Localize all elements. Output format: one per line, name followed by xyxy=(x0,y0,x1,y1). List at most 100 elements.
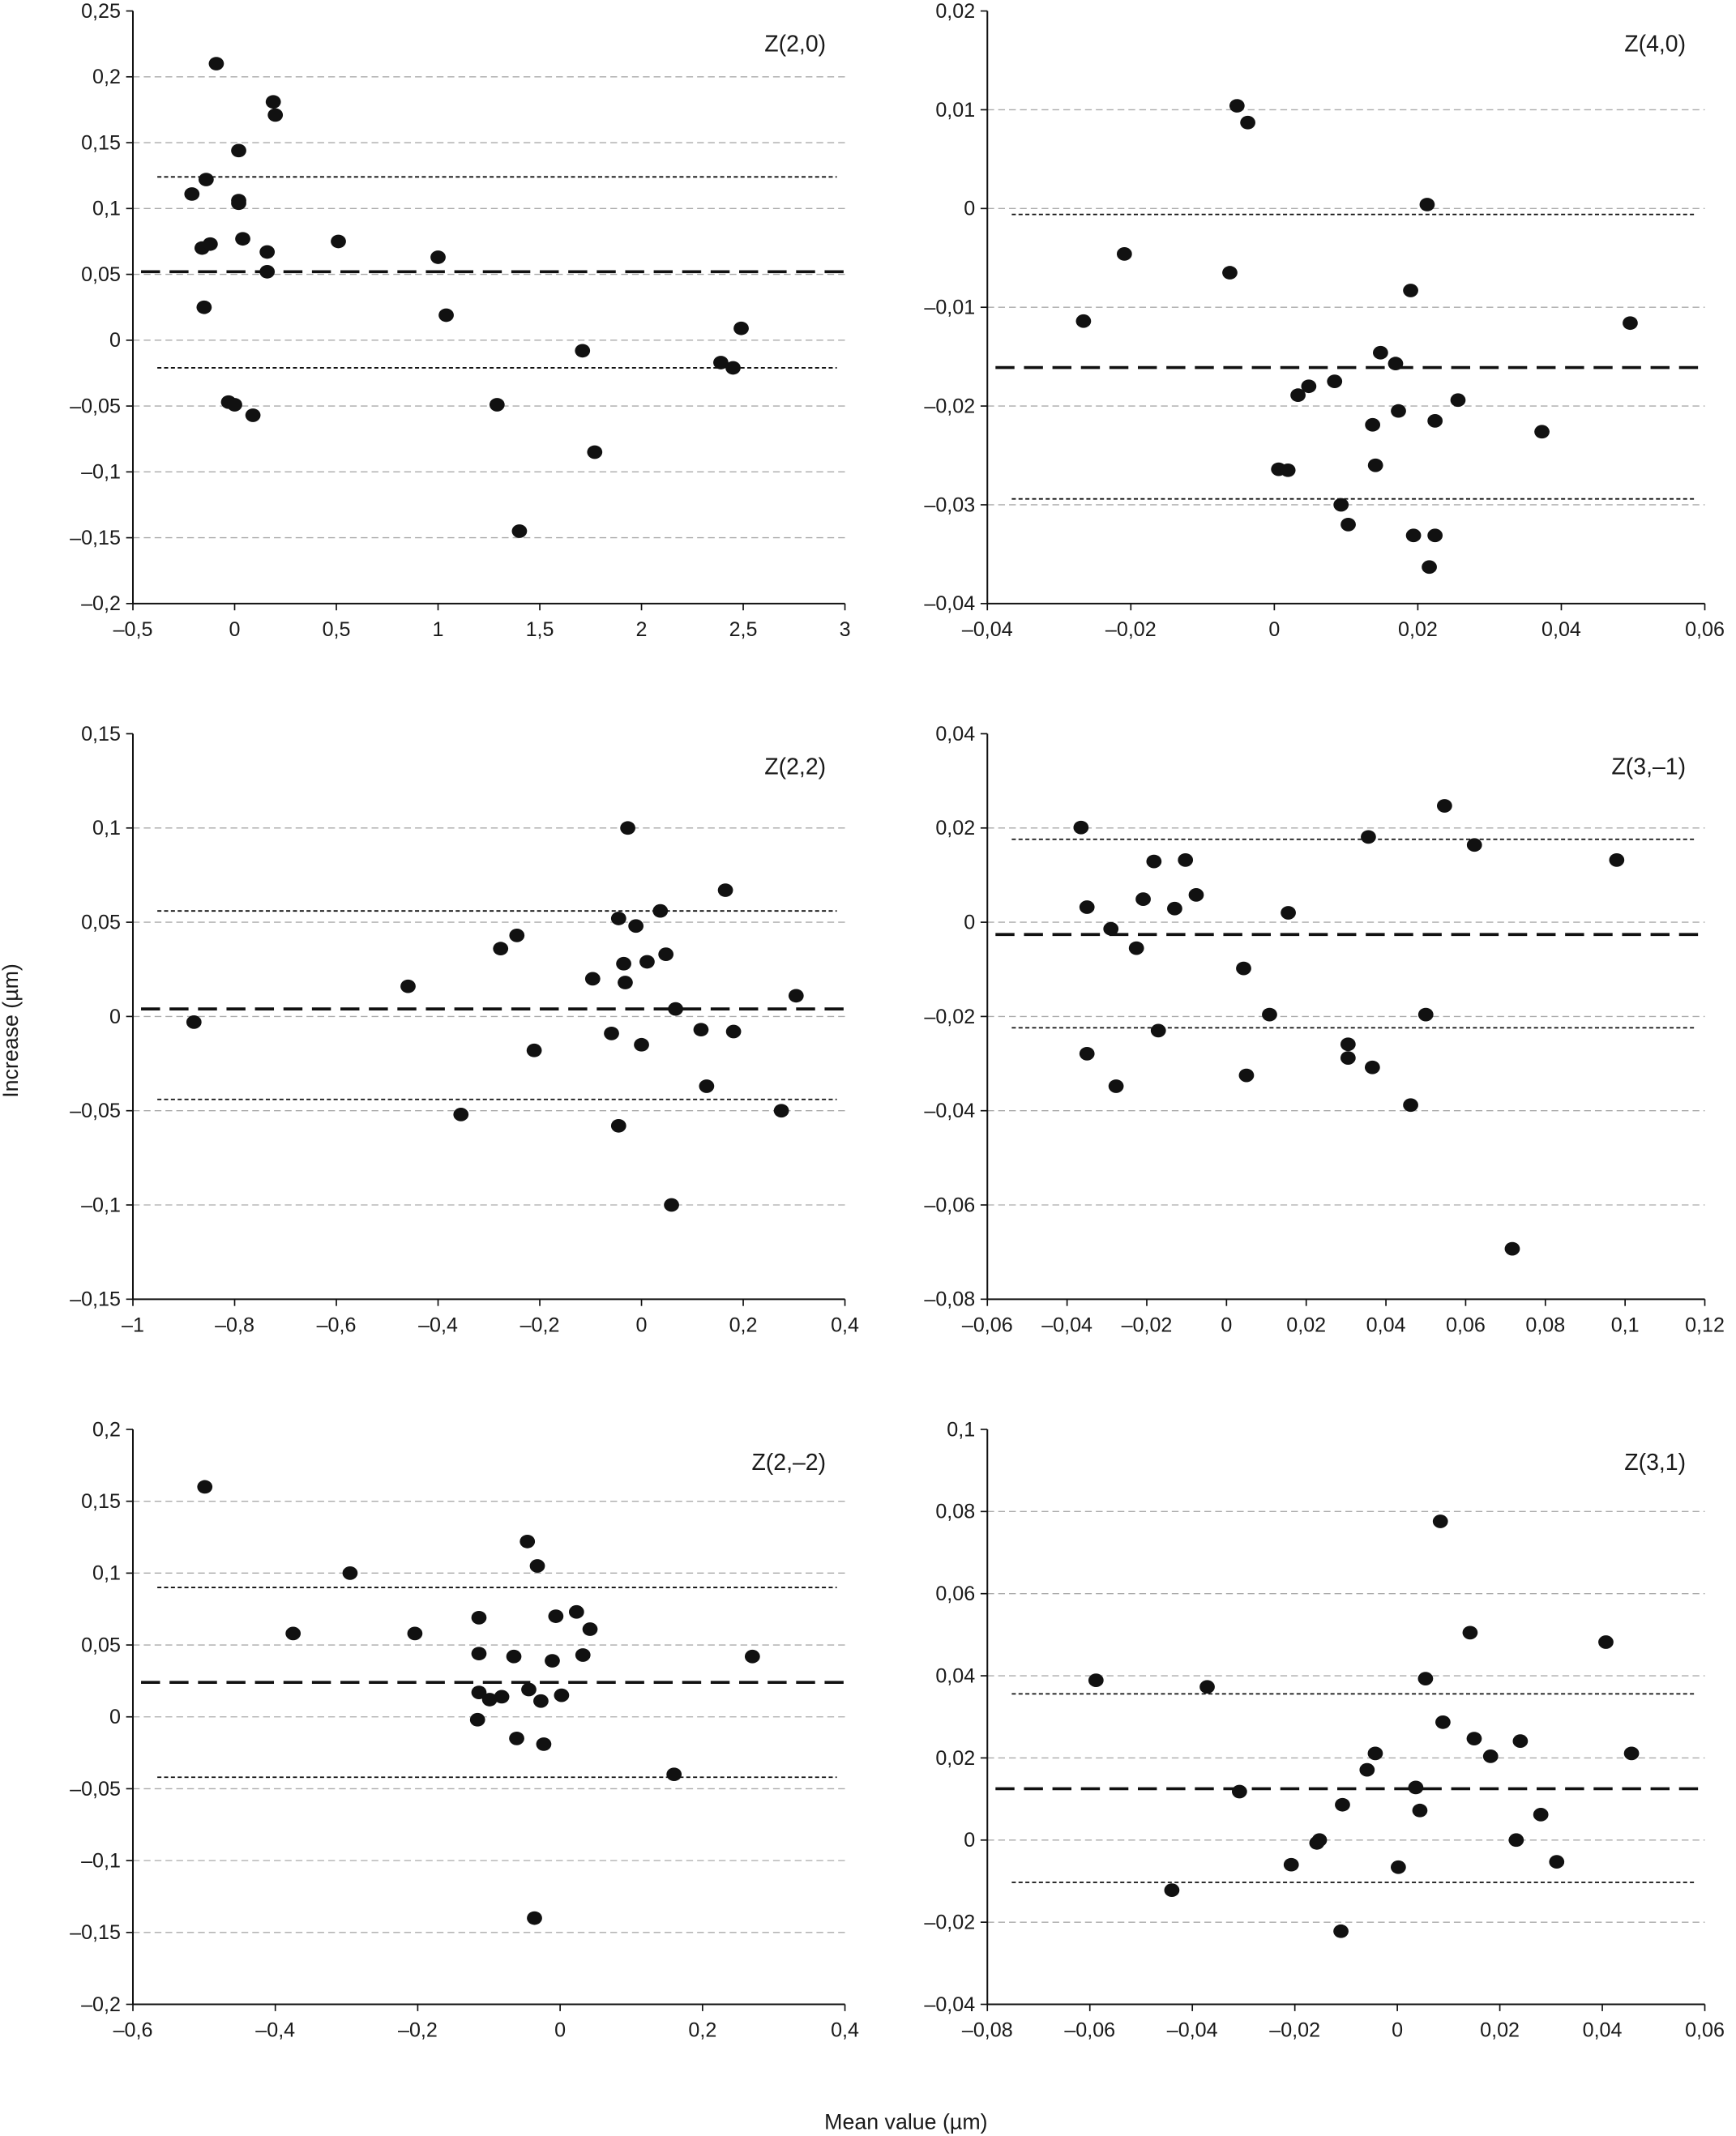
data-point xyxy=(494,1690,510,1704)
x-tick-label: 0,06 xyxy=(1685,618,1725,641)
y-tick-label: 0,02 xyxy=(935,0,975,23)
x-tick-label: 0,02 xyxy=(1398,618,1438,641)
x-tick-label: 0 xyxy=(1221,1314,1232,1336)
x-tick-label: –0,4 xyxy=(418,1314,458,1336)
data-point xyxy=(1432,1514,1448,1528)
data-point xyxy=(610,1118,626,1133)
y-tick-label: –0,04 xyxy=(924,592,975,615)
x-tick-label: –0,04 xyxy=(1041,1314,1092,1336)
panel-title: Z(3,1) xyxy=(1624,1450,1686,1476)
data-point xyxy=(1340,1051,1356,1065)
y-tick-label: –0,06 xyxy=(924,1194,975,1216)
data-point xyxy=(1311,1833,1328,1848)
x-tick-label: –1 xyxy=(122,1314,144,1336)
x-tick-label: 0 xyxy=(554,2019,566,2042)
data-point xyxy=(400,979,416,993)
y-tick-label: –0,02 xyxy=(924,395,975,417)
y-tick-label: 0,15 xyxy=(81,723,121,745)
data-point xyxy=(568,1604,584,1619)
data-point xyxy=(227,398,242,412)
data-point xyxy=(208,57,224,70)
data-point xyxy=(198,173,214,186)
data-point xyxy=(430,250,446,264)
data-point xyxy=(1412,1803,1428,1818)
data-point xyxy=(1116,247,1132,261)
data-point xyxy=(668,1002,683,1016)
data-point xyxy=(1408,1780,1424,1795)
x-tick-label: 1,5 xyxy=(526,618,554,641)
x-tick-label: 0,2 xyxy=(729,1314,758,1336)
data-point xyxy=(666,1767,682,1782)
data-point xyxy=(285,1626,301,1641)
data-point xyxy=(1533,1807,1549,1822)
data-point xyxy=(604,1026,619,1040)
y-axis-label: Increase (µm) xyxy=(0,963,23,1098)
data-point xyxy=(511,524,528,538)
data-point xyxy=(693,1023,709,1037)
data-point xyxy=(548,1609,564,1623)
data-point xyxy=(1222,266,1238,280)
data-point xyxy=(1361,830,1376,844)
y-tick-label: 0,15 xyxy=(81,1490,121,1513)
data-point xyxy=(471,1610,487,1625)
data-point xyxy=(1340,517,1356,532)
data-point xyxy=(527,1911,542,1925)
data-point xyxy=(536,1737,552,1751)
data-point xyxy=(1365,417,1381,432)
y-tick-label: –0,01 xyxy=(924,297,975,319)
y-tick-label: 0,1 xyxy=(92,817,121,839)
y-tick-label: 0,04 xyxy=(935,1664,975,1687)
data-point xyxy=(1417,1672,1434,1685)
data-point xyxy=(1073,820,1089,835)
x-tick-label: –0,02 xyxy=(1105,618,1157,641)
x-tick-label: 0,06 xyxy=(1685,2019,1725,2042)
x-tick-label: 0,4 xyxy=(831,2019,859,2042)
data-point xyxy=(1417,1007,1434,1022)
y-tick-label: –0,1 xyxy=(81,1194,121,1216)
y-tick-label: –0,15 xyxy=(70,1921,121,1944)
y-tick-label: 0,2 xyxy=(92,66,121,88)
data-point xyxy=(713,356,729,370)
data-point xyxy=(1238,1068,1255,1083)
data-point xyxy=(471,1647,487,1661)
y-tick-label: 0 xyxy=(109,329,121,352)
y-tick-label: –0,08 xyxy=(924,1288,975,1311)
y-tick-label: 0,1 xyxy=(92,1562,121,1585)
data-point xyxy=(610,912,626,925)
data-point xyxy=(533,1694,549,1708)
y-tick-label: –0,02 xyxy=(924,1912,975,1934)
y-tick-label: 0,05 xyxy=(81,263,121,286)
x-tick-label: 0,12 xyxy=(1685,1314,1725,1336)
data-point xyxy=(1508,1833,1524,1848)
data-point xyxy=(1405,528,1422,543)
y-tick-label: –0,05 xyxy=(70,1100,121,1122)
data-point xyxy=(717,883,733,897)
data-point xyxy=(1391,404,1406,418)
x-tick-label: –0,06 xyxy=(962,1314,1013,1336)
data-point xyxy=(1108,1079,1124,1093)
data-point xyxy=(196,300,212,314)
data-point xyxy=(1504,1241,1520,1256)
y-tick-label: 0,08 xyxy=(935,1501,975,1523)
y-tick-label: 0,01 xyxy=(935,99,975,122)
x-tick-label: –0,2 xyxy=(398,2019,438,2042)
x-tick-label: –0,2 xyxy=(520,1314,560,1336)
x-tick-label: –0,6 xyxy=(317,1314,357,1336)
x-tick-label: 0,2 xyxy=(688,2019,716,2042)
data-point xyxy=(1188,888,1204,902)
data-point xyxy=(639,955,655,969)
data-point xyxy=(506,1649,522,1664)
data-point xyxy=(1549,1855,1565,1869)
data-point xyxy=(453,1107,469,1121)
data-point xyxy=(1135,892,1151,906)
y-tick-label: 0,15 xyxy=(81,131,121,154)
data-point xyxy=(628,919,644,933)
data-point xyxy=(1167,901,1182,916)
y-tick-label: –0,2 xyxy=(81,592,121,615)
data-point xyxy=(618,976,633,989)
data-point xyxy=(1231,1784,1247,1799)
data-point xyxy=(1327,374,1343,388)
data-point xyxy=(1333,498,1349,512)
